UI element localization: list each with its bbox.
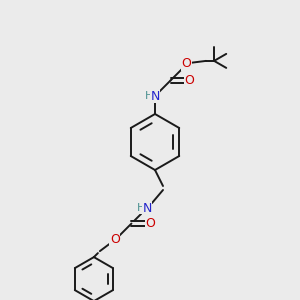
Text: H: H bbox=[137, 203, 145, 213]
Text: H: H bbox=[145, 91, 153, 101]
Text: O: O bbox=[184, 74, 194, 87]
Text: O: O bbox=[181, 57, 191, 70]
Text: N: N bbox=[150, 89, 160, 103]
Text: N: N bbox=[142, 202, 152, 214]
Text: O: O bbox=[110, 232, 120, 246]
Text: O: O bbox=[146, 217, 155, 230]
